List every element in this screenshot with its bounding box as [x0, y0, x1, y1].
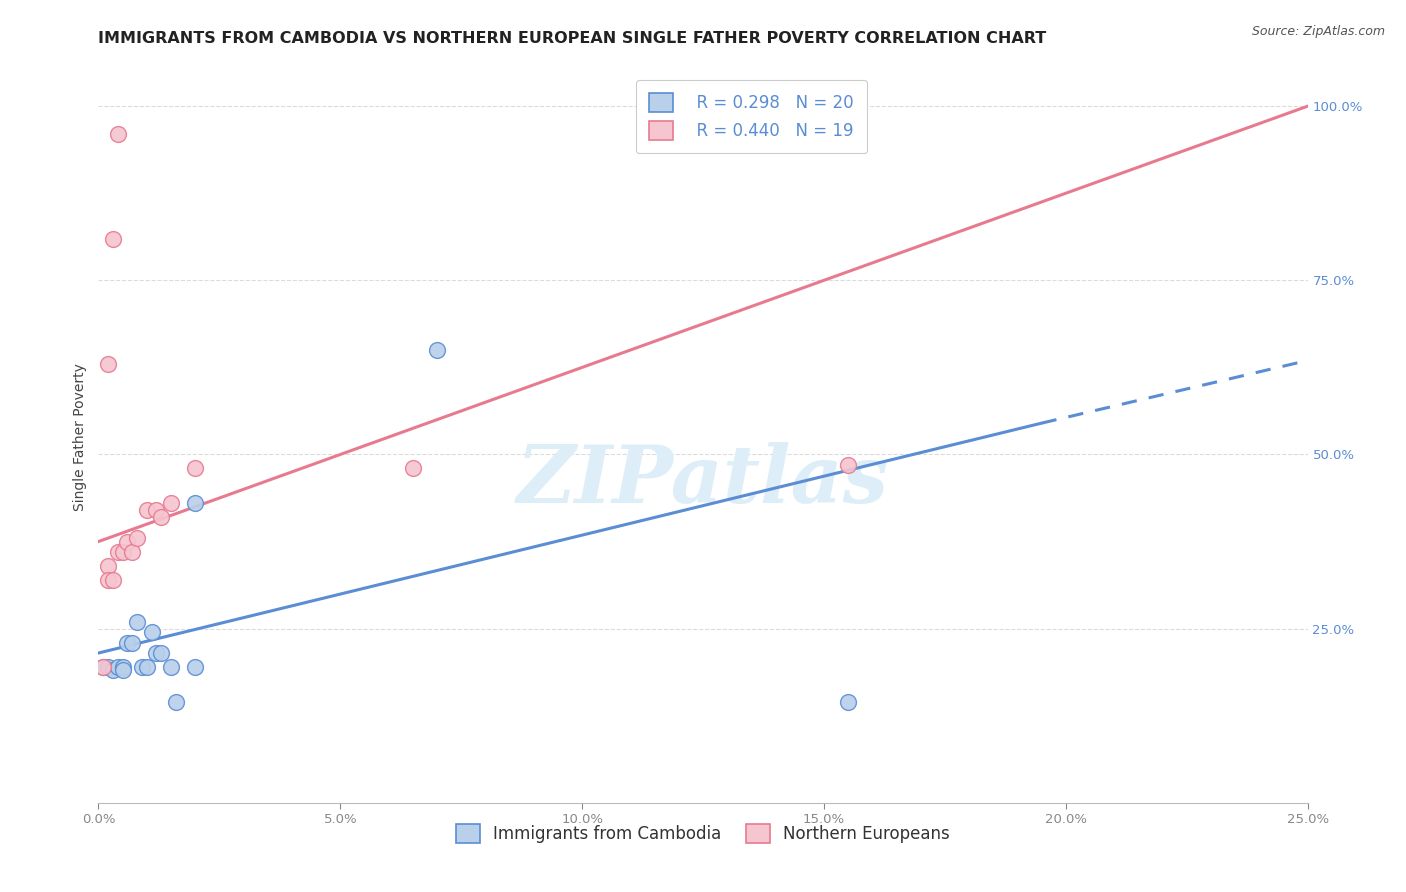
Point	[91, 660, 114, 674]
Point	[127, 531, 149, 545]
Point	[165, 695, 187, 709]
Point	[117, 534, 139, 549]
Point	[402, 461, 425, 475]
Text: IMMIGRANTS FROM CAMBODIA VS NORTHERN EUROPEAN SINGLE FATHER POVERTY CORRELATION : IMMIGRANTS FROM CAMBODIA VS NORTHERN EUR…	[98, 31, 1046, 46]
Y-axis label: Single Father Poverty: Single Father Poverty	[73, 363, 87, 511]
Point	[97, 558, 120, 573]
Point	[426, 343, 449, 357]
Point	[101, 573, 124, 587]
Point	[184, 461, 207, 475]
Point	[91, 660, 114, 674]
Point	[111, 664, 134, 678]
Point	[135, 660, 157, 674]
Point	[145, 646, 167, 660]
Legend: Immigrants from Cambodia, Northern Europeans: Immigrants from Cambodia, Northern Europ…	[443, 811, 963, 856]
Point	[837, 458, 859, 472]
Point	[135, 503, 157, 517]
Point	[97, 357, 120, 371]
Point	[150, 510, 173, 524]
Point	[101, 664, 124, 678]
Point	[101, 231, 124, 245]
Point	[131, 660, 153, 674]
Point	[127, 615, 149, 629]
Point	[184, 660, 207, 674]
Point	[107, 660, 129, 674]
Point	[111, 545, 134, 559]
Point	[111, 660, 134, 674]
Point	[150, 646, 173, 660]
Text: Source: ZipAtlas.com: Source: ZipAtlas.com	[1251, 25, 1385, 38]
Text: ZIPatlas: ZIPatlas	[517, 442, 889, 520]
Point	[117, 635, 139, 649]
Point	[97, 660, 120, 674]
Point	[160, 660, 183, 674]
Point	[145, 503, 167, 517]
Point	[837, 695, 859, 709]
Point	[121, 635, 143, 649]
Point	[121, 545, 143, 559]
Point	[107, 545, 129, 559]
Point	[160, 496, 183, 510]
Point	[184, 496, 207, 510]
Point	[107, 127, 129, 141]
Point	[141, 625, 163, 640]
Point	[97, 573, 120, 587]
